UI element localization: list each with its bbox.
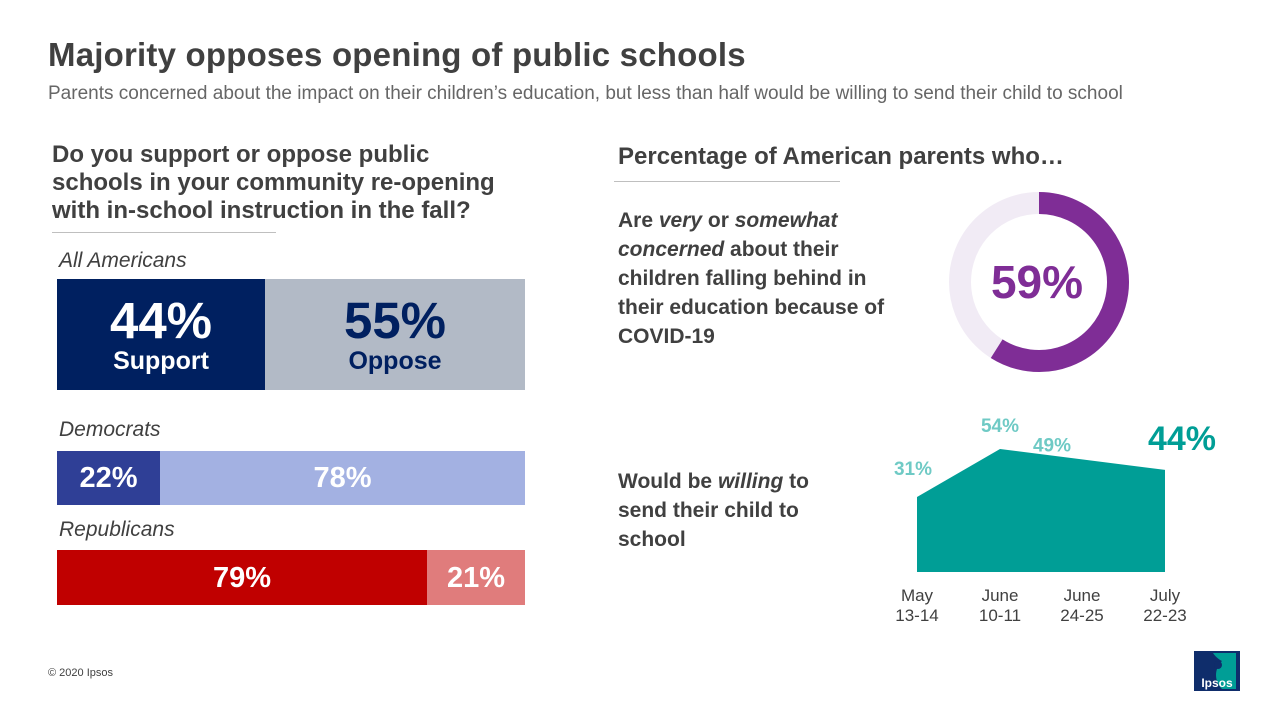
x-tick-label: June [1064, 586, 1101, 605]
area-series-willing [917, 449, 1165, 572]
area-data-label: 31% [894, 459, 932, 480]
survey-question: Do you support or oppose public schools … [52, 141, 572, 225]
bar-segment-all-oppose: 55% Oppose [265, 279, 525, 390]
page-title: Majority opposes opening of public schoo… [48, 36, 746, 73]
donut-slice-concerned [990, 192, 1129, 372]
logo-wordmark: Ipsos [1201, 676, 1233, 690]
area-data-label: 44% [1148, 420, 1216, 458]
data-label-all-support: 44% [109, 291, 213, 349]
bar-segment-all-support: 44% Support [57, 279, 265, 390]
logo-dot [1214, 661, 1222, 669]
text-run: or [702, 209, 735, 232]
data-label-all-oppose: 55% [343, 291, 447, 349]
area-data-labels: 31% 54% 49% 44% [894, 416, 1216, 480]
question-line: Do you support or oppose public [52, 141, 430, 168]
bar-democrats: 22% 78% [57, 451, 525, 505]
right-section-header: Percentage of American parents who… [618, 143, 1064, 170]
data-label-rep-oppose: 21% [446, 561, 506, 594]
bar-all-americans: 44% Support 55% Oppose [57, 279, 525, 390]
willing-area-chart: 31%54%49% 44% May13-14June10-11June24-25J… [894, 416, 1216, 625]
x-tick-label: May [901, 586, 934, 605]
data-label-rep-support: 79% [212, 561, 272, 594]
bar-segment-rep-support: 79% [57, 550, 427, 605]
bar-republicans: 79% 21% [57, 550, 525, 605]
text-run-italic: concerned [618, 238, 725, 261]
series-label-support: Support [113, 346, 209, 375]
series-label-oppose: Oppose [348, 346, 442, 375]
text-run-italic: willing [717, 470, 784, 493]
concern-statement: Are very or somewhat concerned about the… [618, 206, 898, 351]
copyright-footer: © 2020 Ipsos [48, 667, 113, 679]
text-run: about their children falling behind in t… [618, 238, 885, 348]
logo-swoosh [1213, 653, 1236, 689]
group-label-republicans: Republicans [59, 518, 175, 541]
text-run: Are [618, 209, 659, 232]
text-run: to send their child to school [618, 470, 809, 551]
text-run: Would be [618, 470, 718, 493]
data-label-dem-oppose: 78% [313, 462, 372, 494]
donut-center-label: 59% [991, 256, 1083, 308]
question-divider [52, 232, 276, 233]
text-run-italic: somewhat [734, 209, 838, 232]
bar-segment-dem-oppose: 78% [160, 451, 525, 505]
bar-segment-dem-support: 22% [57, 451, 160, 505]
right-header-divider [614, 181, 840, 182]
concern-donut-chart: 59% [949, 192, 1129, 372]
text-run-italic: very [658, 209, 703, 232]
x-tick-label: 10-11 [979, 606, 1021, 625]
willing-statement: Would be willing to send their child to … [618, 467, 848, 554]
x-tick-label: 22-23 [1143, 606, 1186, 625]
x-tick-label: 24-25 [1060, 606, 1103, 625]
group-label-all: All Americans [59, 249, 187, 272]
x-tick-label: June [982, 586, 1019, 605]
area-data-label: 49% [1033, 435, 1071, 456]
data-label-dem-support: 22% [79, 462, 138, 494]
bar-segment-rep-oppose: 21% [427, 550, 525, 605]
page-subtitle: Parents concerned about the impact on th… [48, 83, 1123, 104]
x-tick-label: 13-14 [895, 606, 938, 625]
group-label-democrats: Democrats [59, 418, 161, 441]
ipsos-logo: Ipsos [1194, 651, 1240, 691]
area-data-label: 54% [981, 416, 1019, 437]
x-tick-label: July [1150, 586, 1181, 605]
question-line: with in-school instruction in the fall? [52, 197, 471, 224]
question-line: schools in your community re-opening [52, 169, 495, 196]
